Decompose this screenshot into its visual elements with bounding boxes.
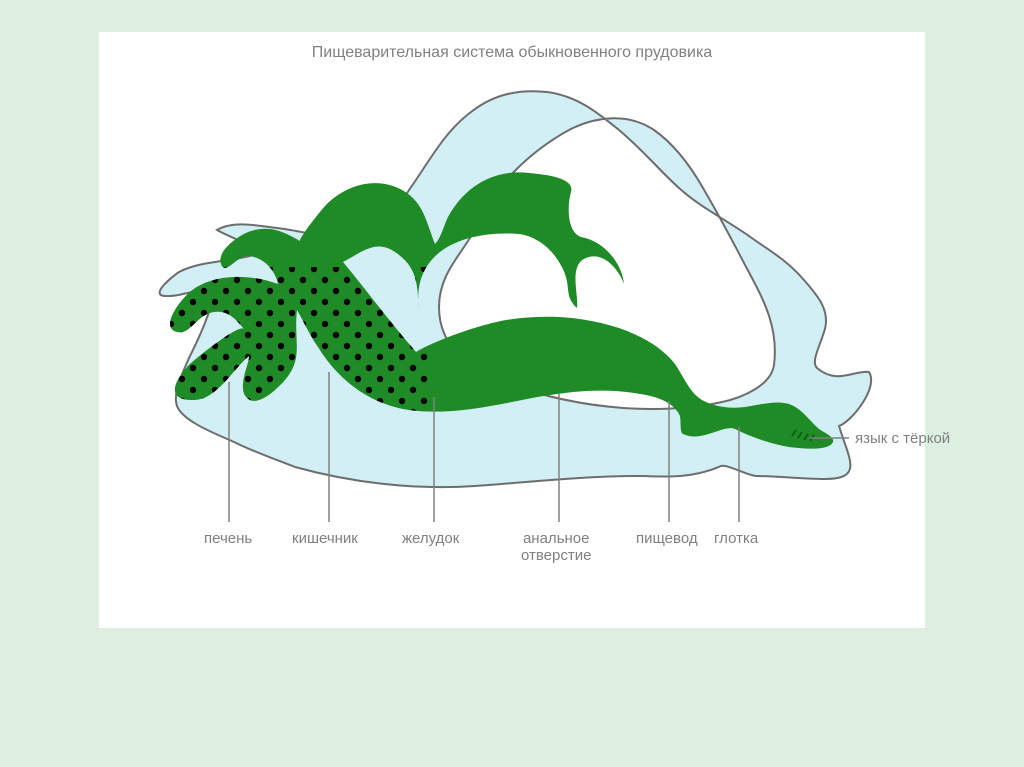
label-anus: анальное отверстие [521, 530, 591, 564]
label-pharynx: глотка [714, 530, 758, 547]
label-radula: язык с тёркой [855, 430, 950, 447]
diagram-panel: Пищеварительная система обыкновенного пр… [99, 32, 925, 628]
page: Пищеварительная система обыкновенного пр… [0, 0, 1024, 767]
label-stomach: желудок [402, 530, 459, 547]
label-liver: печень [204, 530, 252, 547]
label-esophagus: пищевод [636, 530, 698, 547]
label-intestine: кишечник [292, 530, 358, 547]
